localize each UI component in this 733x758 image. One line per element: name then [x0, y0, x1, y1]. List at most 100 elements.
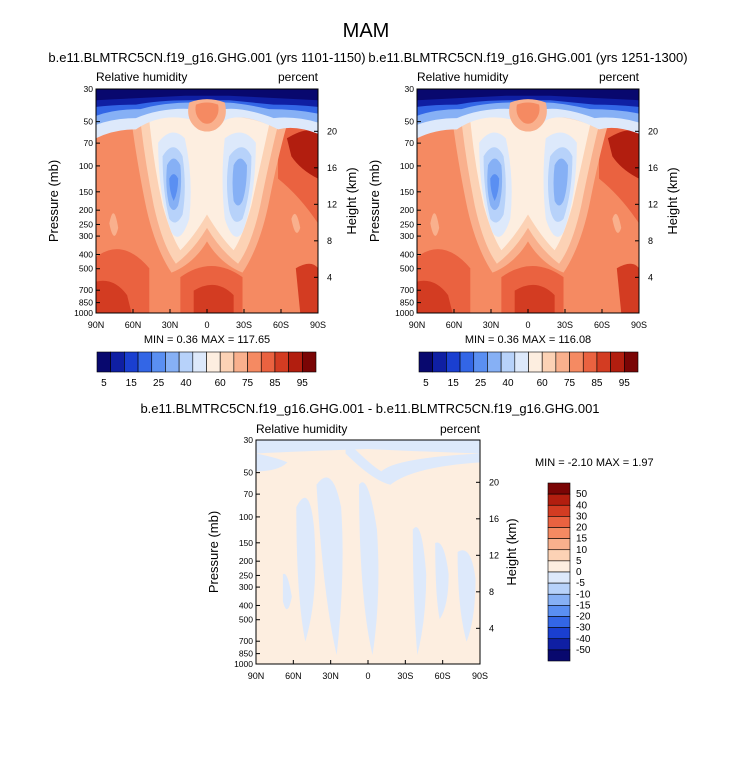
y-tick-label: 300 — [400, 231, 414, 241]
x-tick-label: 30N — [322, 671, 339, 681]
x-tick-label: 30N — [162, 320, 179, 330]
right-panel-ylabel: Pressure (mb) — [367, 160, 382, 242]
x-tick-label: 0 — [204, 320, 209, 330]
y2-tick-label: 20 — [648, 126, 658, 136]
y-tick-label: 400 — [400, 249, 414, 259]
x-tick-label: 90N — [248, 671, 265, 681]
x-tick-label: 90S — [472, 671, 488, 681]
y-tick-label: 70 — [84, 138, 94, 148]
y-tick-label: 150 — [400, 187, 414, 197]
x-tick-label: 60S — [273, 320, 289, 330]
x-tick-label: 90S — [310, 320, 326, 330]
right-panel-contour-field — [417, 89, 639, 313]
colorbar-swatch — [547, 527, 571, 539]
y-tick-label: 1000 — [74, 308, 93, 318]
left-colorbar: 5 15 25 40 60 75 85 95 — [96, 351, 317, 389]
diff-panel-stats: MIN = -2.10 MAX = 1.97 — [535, 457, 654, 469]
y-tick-label: 70 — [244, 489, 254, 499]
colorbar-swatch — [582, 351, 598, 373]
y-tick-label: 300 — [79, 231, 93, 241]
colorbar-swatch — [288, 351, 303, 373]
y-tick-label: 30 — [244, 435, 254, 445]
colorbar-swatch — [446, 351, 461, 373]
y-tick-label: 150 — [239, 538, 253, 548]
colorbar-swatch — [547, 516, 571, 528]
right-panel-right-string: percent — [599, 70, 640, 84]
y2-tick-label: 20 — [489, 477, 499, 487]
y-tick-label: 50 — [84, 117, 94, 127]
colorbar-label: 75 — [564, 378, 576, 389]
colorbar-label: 95 — [297, 378, 309, 389]
colorbar-swatch — [192, 351, 207, 373]
y-tick-label: 700 — [239, 636, 253, 646]
colorbar-swatch — [610, 351, 625, 373]
diff-panel-ylabel: Pressure (mb) — [206, 511, 221, 593]
y-tick-label: 1000 — [395, 308, 414, 318]
colorbar-swatch — [514, 351, 529, 373]
colorbar-label: 60 — [215, 378, 227, 389]
colorbar-swatch — [624, 351, 639, 373]
y-tick-label: 200 — [400, 205, 414, 215]
right-panel-title: b.e11.BLMTRC5CN.f19_g16.GHG.001 (yrs 125… — [368, 50, 687, 65]
colorbar-swatch — [473, 351, 488, 373]
colorbar-swatch — [432, 351, 447, 373]
right-colorbar: 5 15 25 40 60 75 85 95 — [418, 351, 639, 389]
x-tick-label: 0 — [365, 671, 370, 681]
x-tick-label: 30N — [483, 320, 500, 330]
left-panel-contour-field — [96, 89, 318, 313]
diff-panel-contour-field — [256, 440, 480, 664]
right-panel: b.e11.BLMTRC5CN.f19_g16.GHG.001 (yrs 125… — [367, 50, 688, 346]
colorbar-label: 0 — [576, 567, 582, 578]
colorbar-label: 85 — [591, 378, 603, 389]
colorbar-label: 15 — [448, 378, 460, 389]
colorbar-label: 40 — [180, 378, 192, 389]
y2-tick-label: 8 — [327, 236, 332, 246]
colorbar-label: 5 — [576, 556, 582, 567]
left-panel-y2label: Height (km) — [344, 167, 359, 234]
y2-tick-label: 8 — [489, 587, 494, 597]
y-tick-label: 500 — [239, 615, 253, 625]
colorbar-swatch — [547, 593, 571, 606]
colorbar-label: -20 — [576, 612, 591, 623]
x-tick-label: 90N — [88, 320, 105, 330]
colorbar-swatch — [541, 351, 557, 373]
y-tick-label: 850 — [79, 298, 93, 308]
figure-title: MAM — [343, 20, 390, 42]
colorbar-label: -10 — [576, 589, 591, 600]
colorbar-swatch — [233, 351, 248, 373]
colorbar-swatch — [547, 493, 571, 506]
y-tick-label: 700 — [79, 285, 93, 295]
y-tick-label: 200 — [79, 205, 93, 215]
x-tick-label: 0 — [525, 320, 530, 330]
y2-tick-label: 4 — [327, 272, 332, 282]
x-tick-label: 90N — [409, 320, 426, 330]
colorbar-label: -50 — [576, 645, 591, 656]
colorbar-swatch — [547, 560, 571, 573]
diff-panel-left-string: Relative humidity — [256, 422, 347, 436]
right-panel-left-string: Relative humidity — [417, 70, 508, 84]
colorbar-swatch — [547, 571, 571, 584]
colorbar-swatch — [547, 538, 571, 551]
right-panel-stats: MIN = 0.36 MAX = 116.08 — [465, 334, 591, 346]
colorbar-label: 15 — [126, 378, 138, 389]
diff-panel-y2label: Height (km) — [504, 518, 519, 585]
y-tick-label: 50 — [244, 468, 254, 478]
colorbar-swatch — [137, 351, 153, 373]
y-tick-label: 200 — [239, 556, 253, 566]
left-panel-left-string: Relative humidity — [96, 70, 187, 84]
colorbar-swatch — [547, 638, 571, 651]
colorbar-label: 25 — [153, 378, 165, 389]
y-tick-label: 300 — [239, 582, 253, 592]
colorbar-swatch — [124, 351, 139, 373]
colorbar-swatch — [302, 351, 317, 373]
colorbar-swatch — [569, 351, 584, 373]
x-tick-label: 60S — [435, 671, 451, 681]
colorbar-swatch — [110, 351, 125, 373]
colorbar-label: 75 — [242, 378, 254, 389]
y2-tick-label: 20 — [327, 126, 337, 136]
colorbar-swatch — [547, 616, 571, 628]
x-tick-label: 60S — [594, 320, 610, 330]
colorbar-label: -30 — [576, 623, 591, 634]
y-tick-label: 500 — [79, 264, 93, 274]
colorbar-label: -5 — [576, 578, 585, 589]
